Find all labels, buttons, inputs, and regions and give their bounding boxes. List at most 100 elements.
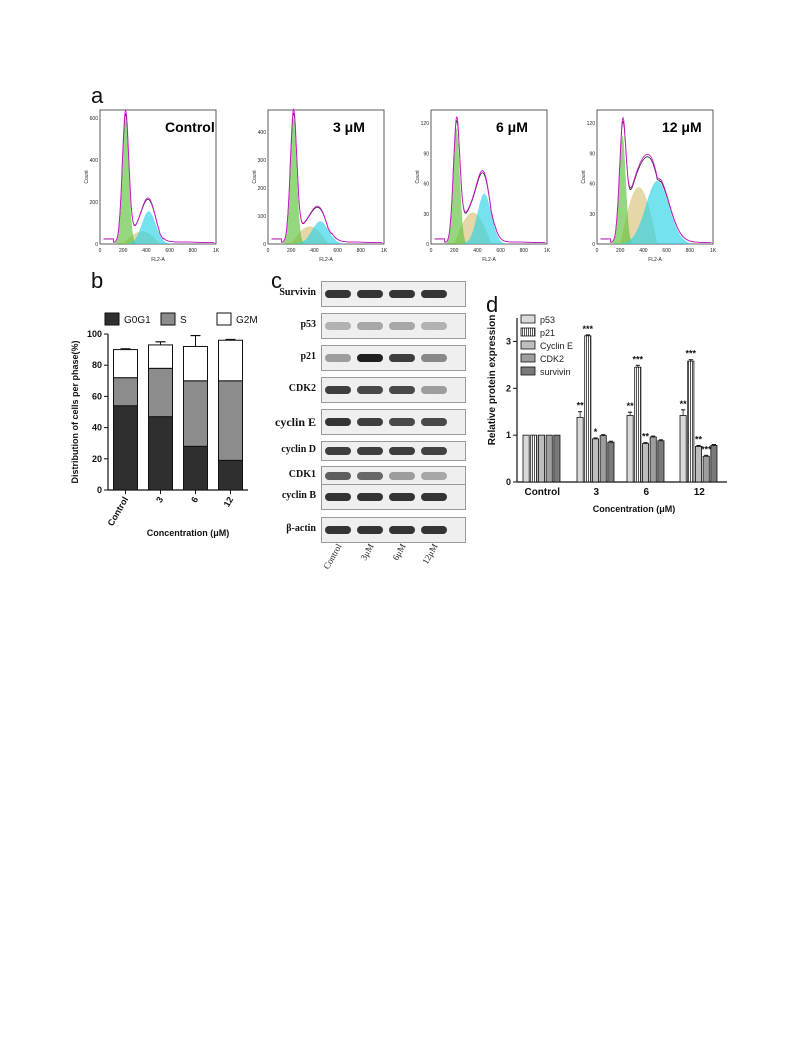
blot-band [389, 493, 415, 501]
cell-cycle-stacked-bar-chart: G0G1 S G2M 0 20 40 60 80 100 Control 3 6 12 Concentra… [70, 312, 258, 538]
significance-marker: ** [642, 432, 650, 442]
x-tick-label: 800 [357, 248, 366, 254]
blot-band [421, 472, 447, 480]
significance-marker: ** [695, 434, 703, 444]
flow-g1-area [610, 135, 690, 244]
y-tick-label: 200 [90, 200, 99, 206]
x-axis-title: Concentration (μM) [593, 504, 676, 514]
blot-band [421, 354, 447, 362]
blot-membrane [321, 313, 466, 339]
blot-band [421, 493, 447, 501]
blot-band [325, 354, 351, 362]
x-tick-label: 12 [222, 495, 236, 509]
legend-swatch-g2m [216, 312, 232, 326]
blot-membrane [321, 517, 466, 543]
bar-p53-3 [576, 416, 584, 483]
blot-band [357, 290, 383, 298]
bar-cyclin-e-3 [592, 438, 600, 483]
blot-band [325, 447, 351, 455]
blot-band [325, 493, 351, 501]
y-tick-label: 400 [90, 158, 99, 164]
bar-g0g1-12 [218, 459, 243, 491]
blot-band [325, 418, 351, 426]
blot-band [357, 472, 383, 480]
x-tick-label: 1K [710, 248, 717, 254]
legend-label-g2m: G2M [236, 315, 258, 326]
y-axis-title: Relative protein expression [487, 315, 498, 446]
flow-g1-area [281, 118, 361, 244]
x-tick-label: 0 [430, 248, 433, 254]
y-tick-label: 60 [589, 182, 595, 188]
blot-membrane [321, 281, 466, 307]
bar-p53-control [522, 434, 530, 483]
x-tick-label: 600 [496, 248, 505, 254]
y-tick-label: 120 [421, 121, 430, 127]
x-tick-label: 400 [142, 248, 151, 254]
blot-band [357, 526, 383, 534]
x-axis-title: FL2-A [319, 257, 333, 263]
significance-marker: *** [686, 349, 697, 359]
legend-label: Cyclin E [540, 341, 573, 351]
x-tick-label: Control [106, 495, 131, 528]
y-tick-label: 120 [587, 121, 596, 127]
bar-g2m-6 [183, 345, 208, 382]
bar-p53-6 [626, 415, 634, 483]
y-tick-label: 60 [423, 182, 429, 188]
blot-band [357, 493, 383, 501]
y-tick-label: 0 [592, 242, 595, 248]
legend-swatch-s [160, 312, 176, 326]
x-axis-title: FL2-A [482, 257, 496, 263]
blot-label: CDK2 [288, 383, 316, 394]
blot-band [357, 447, 383, 455]
bar-g2m-12 [218, 339, 243, 382]
blot-band [325, 472, 351, 480]
y-axis-title: Count [252, 170, 258, 184]
y-tick-label: 30 [589, 212, 595, 218]
bar-cyclin-e-control [538, 434, 546, 483]
y-tick-label: 400 [258, 130, 267, 136]
flow-fit-curve [103, 108, 215, 244]
bar-g0g1-3 [148, 416, 173, 491]
blot-band [421, 418, 447, 426]
flow-fit-curve [271, 108, 383, 244]
bar-p21-12 [687, 360, 695, 483]
blot-label: cyclin D [281, 444, 316, 455]
x-tick-label: 200 [119, 248, 128, 254]
bar-p21-control [530, 434, 538, 483]
x-tick-label: 0 [596, 248, 599, 254]
blot-membrane [321, 377, 466, 403]
flow-histogram-2: 0 200 400 600 800 1K0100200300400FL2-ACount3 … [252, 108, 388, 263]
y-tick-label: 80 [92, 360, 102, 370]
y-tick-label: 600 [90, 116, 99, 122]
x-tick-label: 3 [593, 487, 599, 498]
x-tick-label: 1K [213, 248, 220, 254]
bar-g2m-control [113, 349, 138, 379]
x-tick-label: 400 [639, 248, 648, 254]
blot-band [357, 418, 383, 426]
blot-band [421, 447, 447, 455]
blot-band [325, 322, 351, 330]
legend-label: survivin [540, 367, 571, 377]
flow-fit-curve [434, 116, 546, 244]
blot-band [389, 472, 415, 480]
x-axis-title: Concentration (μM) [147, 528, 230, 538]
blot-membrane [321, 466, 466, 486]
flow-g2-area [610, 181, 690, 244]
flow-panel-title: 3 μM [333, 119, 365, 135]
significance-marker: * [594, 427, 598, 437]
legend-swatch [520, 327, 536, 337]
bar-cdk2-6 [649, 436, 657, 483]
blot-membrane [321, 345, 466, 371]
legend-label: CDK2 [540, 354, 564, 364]
x-tick-label: 800 [189, 248, 198, 254]
significance-marker: *** [583, 324, 594, 334]
bar-s-control [113, 377, 138, 407]
flow-panel-title: 6 μM [496, 119, 528, 135]
x-tick-label: 200 [287, 248, 296, 254]
x-axis-title: FL2-A [151, 257, 165, 263]
bar-s-3 [148, 367, 173, 418]
y-axis-title: Count [581, 170, 587, 184]
legend-label-s: S [180, 315, 187, 326]
flow-g1-area [444, 128, 524, 244]
